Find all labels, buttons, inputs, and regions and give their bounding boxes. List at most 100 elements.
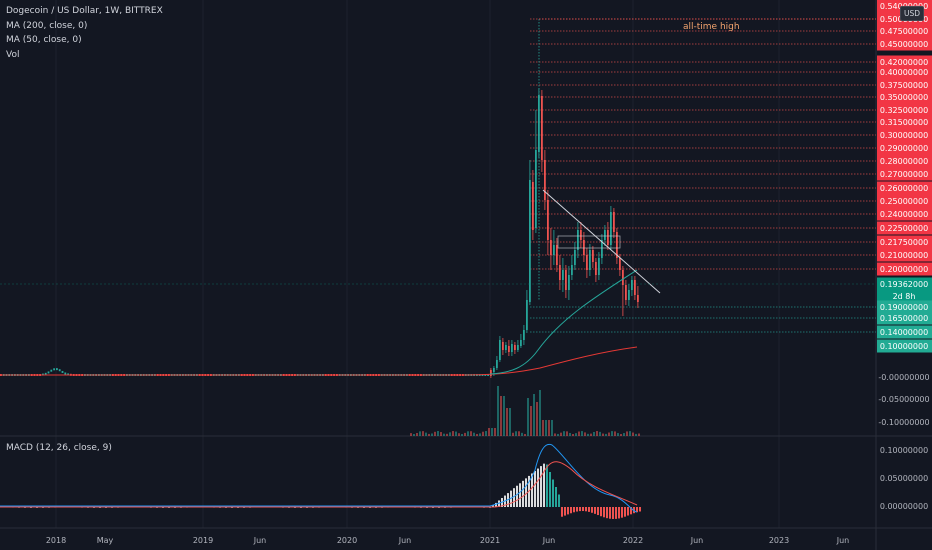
countdown-label-text: 2d 8h <box>893 292 916 301</box>
price-label-green-text: 0.10000000 <box>880 342 928 351</box>
volume-bar <box>422 431 424 436</box>
candle <box>628 290 630 300</box>
price-label-red: 0.21000000 <box>877 248 932 262</box>
candle <box>529 180 531 302</box>
volume-bar <box>551 420 553 436</box>
candle <box>490 370 492 376</box>
candle <box>634 280 636 295</box>
price-label-green-text: 0.16500000 <box>880 314 928 323</box>
volume-bar <box>434 431 436 436</box>
currency-button[interactable]: USD <box>900 6 924 21</box>
volume-bar <box>479 433 481 436</box>
price-label-red-bg <box>877 154 932 168</box>
symbol-title[interactable]: Dogecoin / US Dollar, 1W, BITTREX <box>6 6 163 16</box>
macd-histogram-bar <box>555 487 557 507</box>
volume-bar <box>512 432 514 436</box>
volume-bar <box>452 431 454 436</box>
time-label: 2023 <box>769 536 789 545</box>
price-label-red-bg <box>877 65 932 79</box>
candle <box>514 345 516 350</box>
price-label-red-text: 0.37500000 <box>880 81 928 90</box>
macd-histogram-bar <box>519 483 521 507</box>
macd-histogram-bar <box>615 507 617 519</box>
price-label-green: 0.10000000 <box>877 339 932 353</box>
volume-bar <box>461 433 463 436</box>
volume-legend[interactable]: Vol <box>6 49 20 60</box>
macd-histogram-bar <box>573 507 575 513</box>
macd-histogram-bar <box>525 478 527 507</box>
price-label-red-text: 0.20000000 <box>880 265 928 274</box>
price-label-red-bg <box>877 78 932 92</box>
candle <box>547 200 549 240</box>
price-label-red-text: 0.26000000 <box>880 184 928 193</box>
macd-legend[interactable]: MACD (12, 26, close, 9) <box>6 443 112 453</box>
price-label-red-text: 0.21000000 <box>880 251 928 260</box>
candle <box>520 340 522 346</box>
candle <box>583 240 585 255</box>
price-label-red-bg <box>877 90 932 104</box>
price-label-red: 0.27000000 <box>877 167 932 181</box>
macd-histogram-bar <box>516 485 518 507</box>
candle <box>544 160 546 200</box>
macd-histogram-bar <box>564 507 566 516</box>
candle <box>562 270 564 280</box>
price-label-red: 0.29000000 <box>877 141 932 155</box>
volume-bar <box>425 432 427 436</box>
price-label-green-bg <box>877 325 932 339</box>
volume-bar <box>593 431 595 436</box>
volume-bar <box>569 432 571 436</box>
time-label: 2018 <box>46 536 66 545</box>
volume-bar <box>467 431 469 436</box>
current-price-label: 0.19362000 <box>877 277 932 291</box>
macd-axis-label: 0.05000000 <box>880 474 928 483</box>
macd-histogram-bar <box>540 466 542 507</box>
volume-bar <box>431 433 433 436</box>
horizontal-levels <box>530 18 876 333</box>
volume-bar <box>500 396 502 436</box>
price-label-red: 0.28000000 <box>877 154 932 168</box>
volume-bar <box>545 420 547 436</box>
price-label-red-bg <box>877 207 932 221</box>
volume-bar <box>494 428 496 436</box>
price-label-red-bg <box>877 194 932 208</box>
volume-bar <box>563 431 565 436</box>
trendline <box>542 189 661 294</box>
price-label-red-bg <box>877 181 932 195</box>
macd-histogram-bar <box>510 490 512 507</box>
price-label-red-text: 0.42000000 <box>880 58 928 67</box>
price-label-red-text: 0.28000000 <box>880 157 928 166</box>
candle <box>631 280 633 290</box>
volume-bar <box>533 394 535 436</box>
price-label: -0.00000000 <box>878 373 929 382</box>
volume-bar <box>443 433 445 436</box>
candle <box>568 275 570 290</box>
candle <box>550 240 552 255</box>
candle <box>496 360 498 368</box>
volume-bar <box>605 433 607 436</box>
macd-axis-label: 0.00000000 <box>880 502 928 511</box>
volume-bar <box>446 433 448 436</box>
candle <box>508 346 510 352</box>
price-label-red-bg <box>877 221 932 235</box>
price-label-red: 0.30000000 <box>877 128 932 142</box>
ma50-legend[interactable]: MA (50, close, 0) <box>6 35 82 45</box>
moving-averages <box>0 269 638 376</box>
macd-histogram-bar <box>606 507 608 519</box>
candle <box>601 240 603 258</box>
volume-bar <box>638 433 640 436</box>
candle <box>64 372 67 375</box>
ma200-legend[interactable]: MA (200, close, 0) <box>6 20 88 31</box>
price-label-red: 0.26000000 <box>877 181 932 195</box>
volume-bar <box>530 406 532 436</box>
all-time-high-annotation[interactable]: all-time high <box>683 22 740 32</box>
macd-histogram-bar <box>624 507 626 517</box>
price-label-red-bg <box>877 235 932 249</box>
volume-bar <box>470 431 472 436</box>
candle <box>619 258 621 270</box>
volume-bar <box>449 432 451 436</box>
macd-histogram-bar <box>522 480 524 507</box>
current-price-label-bg <box>877 277 932 291</box>
candle <box>592 250 594 262</box>
